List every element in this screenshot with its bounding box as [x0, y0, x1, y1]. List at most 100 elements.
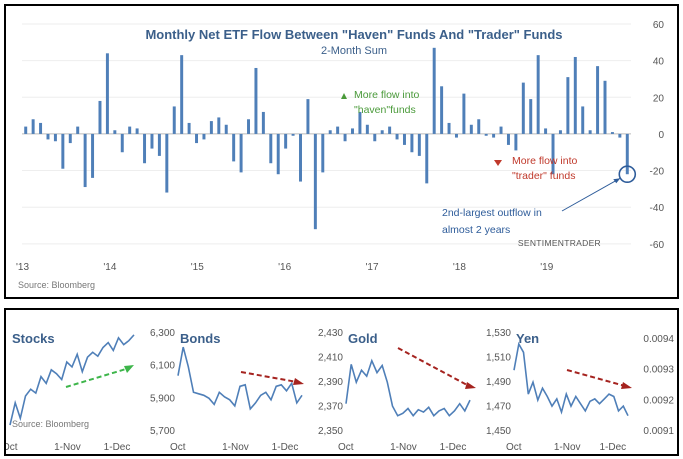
mini-y-tick: 2,350	[318, 426, 343, 437]
trend-arrowhead	[124, 365, 134, 373]
mini-y-tick: 2,430	[318, 328, 343, 339]
mini-y-tick: 1,530	[486, 328, 511, 339]
flow-bar	[269, 133, 273, 164]
y-tick-label: 20	[653, 93, 665, 104]
mini-y-tick: 1,470	[486, 402, 511, 413]
flow-bar	[410, 133, 414, 153]
flow-bar	[499, 126, 503, 134]
flow-bar	[388, 126, 392, 134]
up-triangle-icon	[341, 93, 347, 99]
y-tick-label: 0	[658, 130, 664, 141]
flow-bar	[157, 133, 161, 156]
flow-bar	[232, 133, 236, 162]
flow-bar	[150, 133, 154, 149]
y-tick-label: -40	[650, 203, 665, 214]
mini-chart-title: Stocks	[12, 331, 55, 346]
mini-x-tick: 1-Nov	[390, 442, 417, 453]
flow-bar	[447, 122, 451, 134]
flow-bar	[61, 133, 65, 169]
flow-bar	[254, 67, 258, 134]
trend-arrow	[240, 371, 298, 383]
flow-bar	[31, 119, 35, 134]
flow-bar	[306, 99, 310, 134]
flow-bar	[506, 133, 510, 145]
haven-note-line: More flow into	[354, 89, 420, 101]
flow-bar	[180, 55, 184, 134]
flow-bar	[68, 133, 72, 144]
flow-bar	[247, 119, 251, 134]
mini-x-tick: 1-Nov	[222, 442, 249, 453]
trend-arrow	[397, 347, 470, 387]
chart-title: Monthly Net ETF Flow Between "Haven" Fun…	[145, 27, 562, 42]
mini-y-tick: 1,490	[486, 377, 511, 388]
mini-y-tick-right: 0.0092	[643, 395, 674, 406]
flow-bar	[224, 124, 228, 134]
mini-y-tick: 6,100	[150, 361, 175, 372]
flow-bar	[91, 133, 95, 178]
flow-bar	[209, 121, 213, 134]
flow-bar	[365, 124, 369, 134]
flow-bar	[39, 122, 43, 134]
x-tick-label: '19	[540, 262, 553, 273]
mini-x-tick: 1-Dec	[599, 442, 626, 453]
mini-x-tick: Oct	[170, 442, 186, 453]
trend-arrow	[65, 368, 127, 388]
mini-y-tick: 1,510	[486, 353, 511, 364]
trend-arrowhead	[293, 378, 304, 385]
mini-series-line	[513, 341, 629, 417]
flow-bar	[328, 130, 332, 134]
mini-x-tick: 1-Dec	[440, 442, 467, 453]
flow-bar	[24, 126, 28, 134]
flow-bar	[417, 133, 421, 156]
flow-bar	[343, 133, 347, 142]
outflow-note-line: 2nd-largest outflow in	[442, 207, 542, 219]
flow-bar	[454, 133, 458, 138]
flow-bar	[172, 106, 176, 134]
flow-bar	[573, 56, 577, 134]
flow-bar	[83, 133, 87, 188]
mini-x-tick: 1-Nov	[554, 442, 581, 453]
flow-bar	[492, 133, 496, 138]
bottom-chart-panel: Stocks Oct 1-Nov 1-Dec Bonds 6,300 6,100 5,900 5…	[4, 308, 679, 456]
flow-bar	[202, 133, 206, 140]
flow-bar	[432, 47, 436, 134]
flow-bar	[291, 133, 295, 136]
flow-bar	[514, 133, 518, 151]
flow-bar	[551, 133, 555, 175]
flow-bar	[98, 100, 102, 134]
flow-bar	[143, 133, 147, 164]
y-tick-label: -60	[650, 240, 665, 251]
trend-arrow	[566, 369, 626, 387]
flow-bar	[113, 130, 117, 134]
flow-bar	[440, 86, 444, 134]
asset-small-multiples: Stocks Oct 1-Nov 1-Dec Bonds 6,300 6,100 5,900 5…	[6, 328, 674, 453]
flow-bar	[618, 133, 622, 138]
mini-chart-title: Gold	[348, 331, 378, 346]
trend-arrowhead	[465, 382, 476, 389]
mini-series-line	[177, 346, 303, 411]
flow-bar	[603, 80, 607, 134]
x-tick-label: '15	[191, 262, 204, 273]
flow-bar	[187, 122, 191, 134]
haven-note-line: "haven"funds	[354, 104, 416, 116]
chart-subtitle: 2-Month Sum	[321, 45, 387, 57]
flow-bar	[462, 93, 466, 134]
outflow-note-line: almost 2 years	[442, 224, 510, 236]
top-chart-panel: Monthly Net ETF Flow Between "Haven" Fun…	[4, 4, 679, 299]
flow-bar	[358, 111, 362, 134]
flow-bar	[566, 77, 570, 134]
flow-bar	[581, 106, 585, 134]
flow-bar	[276, 133, 280, 175]
flow-bar	[558, 130, 562, 134]
flow-bar	[521, 82, 525, 134]
flow-bar	[195, 133, 199, 144]
mini-y-tick: 2,390	[318, 377, 343, 388]
source-label: Source: Bloomberg	[18, 280, 95, 290]
flow-bar	[120, 133, 124, 153]
mini-x-tick: Oct	[6, 442, 18, 453]
trend-arrowhead	[621, 382, 632, 389]
flow-bar	[284, 133, 288, 149]
x-tick-label: '17	[365, 262, 378, 273]
flow-bar	[128, 126, 132, 134]
flow-bar	[469, 124, 473, 134]
